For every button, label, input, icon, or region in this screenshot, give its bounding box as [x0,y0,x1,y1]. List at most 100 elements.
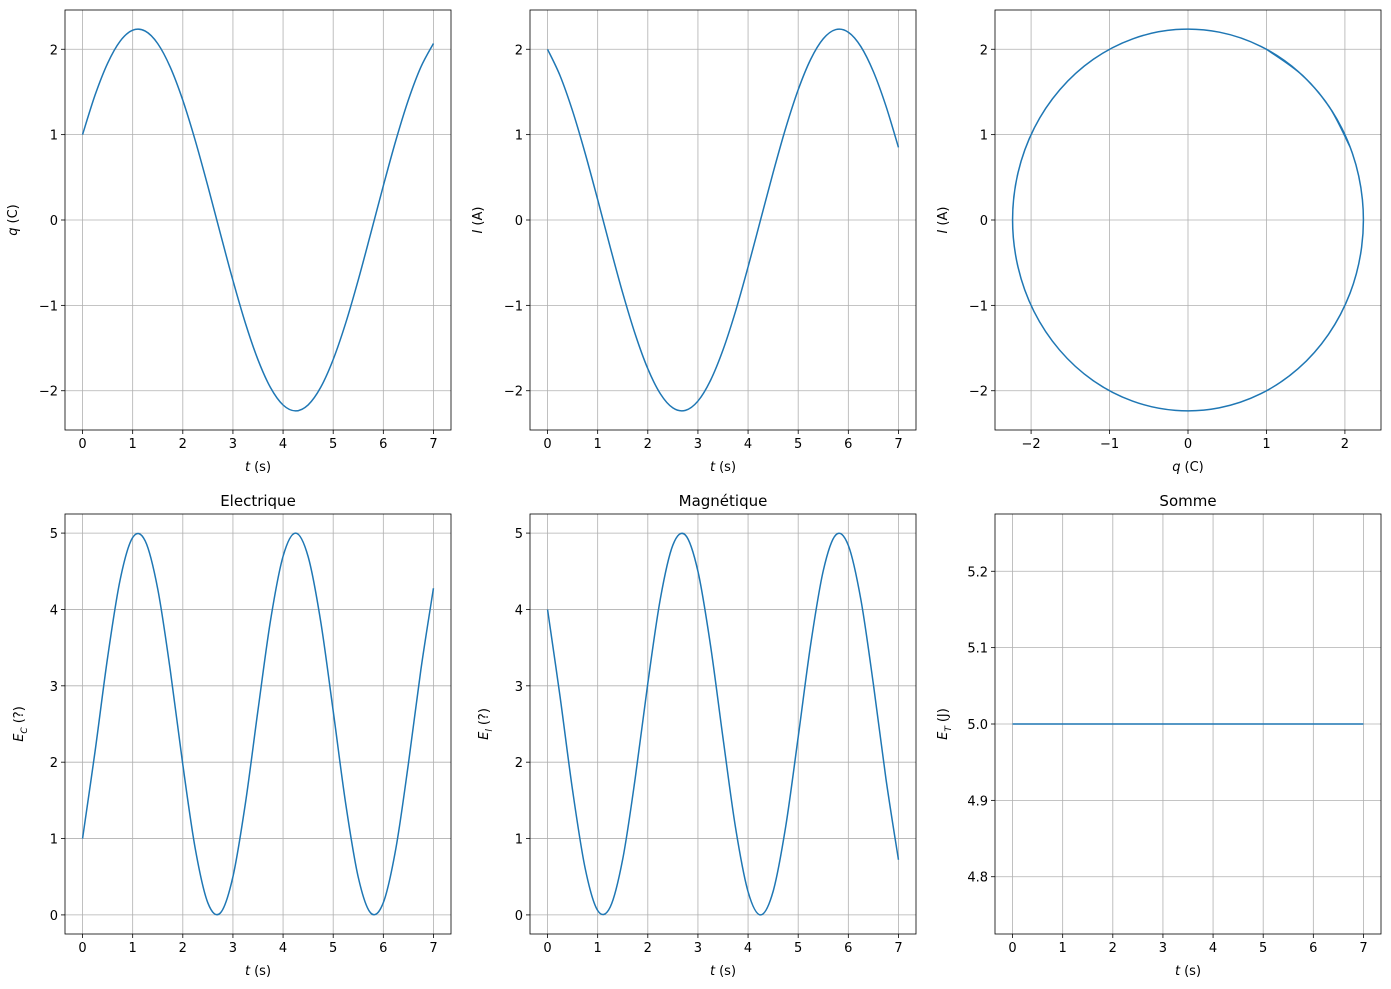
axis-label: t (s) [245,460,271,475]
x-tick-label: 3 [694,437,702,452]
axis-label-var: I [471,229,486,233]
y-tick-label: 4.8 [967,871,988,886]
y-tick-label: 2 [50,43,58,58]
axis-label-var: q [6,227,21,235]
y-tick-label: 4 [515,603,523,618]
axes-frame [994,9,1382,431]
axis-label-var: t [245,964,251,979]
axes-frame [529,513,917,935]
axis-label: q (C) [6,204,21,236]
x-tick-label: 3 [229,941,237,956]
subplot: 0 1 2 3 4 5 6 7 −2 −1 0 1 2 t (s) I (A) [471,9,917,475]
axis-label-unit: (?) [12,706,27,723]
x-tick-label: 2 [179,941,187,956]
y-tick-label: 1 [50,833,58,848]
axis-label-var: q [1172,460,1180,475]
axis-label: I (A) [471,207,486,234]
subplot-title: Electrique [220,492,296,510]
x-tick-label: 5 [329,437,337,452]
axis-label-var: t [710,964,716,979]
x-tick-label: 3 [229,437,237,452]
subplot: −2 −1 0 1 2 −2 −1 0 1 2 q (C) I (A) [936,9,1382,475]
axis-label-var: E [477,731,492,740]
axis-label-unit: (s) [719,460,736,475]
y-tick-label: 4.9 [967,794,988,809]
x-tick-label: 4 [744,437,752,452]
axis-label: t (s) [1175,964,1201,979]
axis-label-unit: (s) [254,460,271,475]
y-tick-label: 2 [980,43,988,58]
x-tick-label: 6 [379,437,387,452]
subplot-title: Somme [1159,492,1216,510]
x-tick-label: 7 [429,437,437,452]
axis-label-unit: (s) [254,964,271,979]
axis-label: El (?) [477,708,495,740]
y-tick-label: 1 [515,833,523,848]
x-tick-label: 4 [744,941,752,956]
y-tick-label: 3 [50,680,58,695]
axis-label-unit: (A) [936,207,951,226]
x-tick-label: 2 [1109,941,1117,956]
y-tick-label: −1 [504,299,523,314]
x-tick-label: 5 [794,941,802,956]
axis-label-var: E [12,733,27,742]
axis-label-var: t [245,460,251,475]
data-line [81,28,435,412]
x-tick-label: 2 [644,437,652,452]
axis-label: t (s) [245,964,271,979]
axes-frame [529,9,917,431]
data-line [81,532,435,916]
x-tick-label: 5 [1259,941,1267,956]
subplot: 0 1 2 3 4 5 6 7 0 1 2 3 4 5 Magnétique t (s) El (?) [477,492,917,979]
subplot: 0 1 2 3 4 5 6 7 0 1 2 3 4 5 Electrique t (s) EC (?) [12,492,452,979]
y-tick-label: −1 [39,299,58,314]
y-tick-label: 5.2 [967,565,988,580]
axis-label-unit: (?) [477,708,492,725]
axis-label: I (A) [936,207,951,234]
y-tick-label: 0 [980,214,988,229]
x-tick-label: 0 [543,437,551,452]
x-tick-label: 7 [429,941,437,956]
axis-label-var: t [710,460,716,475]
x-tick-label: 3 [1159,941,1167,956]
plot-area [81,532,435,916]
x-tick-label: 0 [78,437,86,452]
y-tick-label: 0 [515,909,523,924]
x-tick-label: 7 [894,941,902,956]
axis-label-unit: (s) [719,964,736,979]
y-tick-label: 5.0 [967,718,988,733]
x-tick-label: 6 [844,437,852,452]
y-tick-label: −2 [504,385,523,400]
x-tick-label: 1 [1059,941,1067,956]
x-tick-label: 1 [594,941,602,956]
y-tick-label: −2 [969,385,988,400]
axis-label: t (s) [710,964,736,979]
data-line [546,532,900,916]
x-tick-label: 1 [129,437,137,452]
x-tick-label: 5 [794,437,802,452]
x-tick-label: 0 [78,941,86,956]
x-tick-label: 7 [1359,941,1367,956]
axis-label: t (s) [710,460,736,475]
x-tick-label: 1 [594,437,602,452]
y-tick-label: 0 [50,909,58,924]
subplot: 0 1 2 3 4 5 6 7 −2 −1 0 1 2 t (s) q (C) [6,9,452,475]
y-tick-label: 1 [515,129,523,144]
axis-label-unit: (C) [6,204,21,223]
x-tick-label: −2 [1022,437,1041,452]
x-tick-label: 6 [844,941,852,956]
x-tick-label: 3 [694,941,702,956]
y-tick-label: 5.1 [967,642,988,657]
x-tick-label: 2 [179,437,187,452]
y-tick-label: 0 [50,214,58,229]
axis-label-unit: (s) [1184,964,1201,979]
x-tick-label: 4 [279,941,287,956]
axis-label-sub: T [944,725,954,732]
y-tick-label: 2 [515,756,523,771]
axis-label: q (C) [1172,460,1204,475]
axis-label: EC (?) [12,706,30,742]
x-tick-label: −1 [1100,437,1119,452]
axis-label-unit: (A) [471,207,486,226]
plot-area [546,28,900,412]
